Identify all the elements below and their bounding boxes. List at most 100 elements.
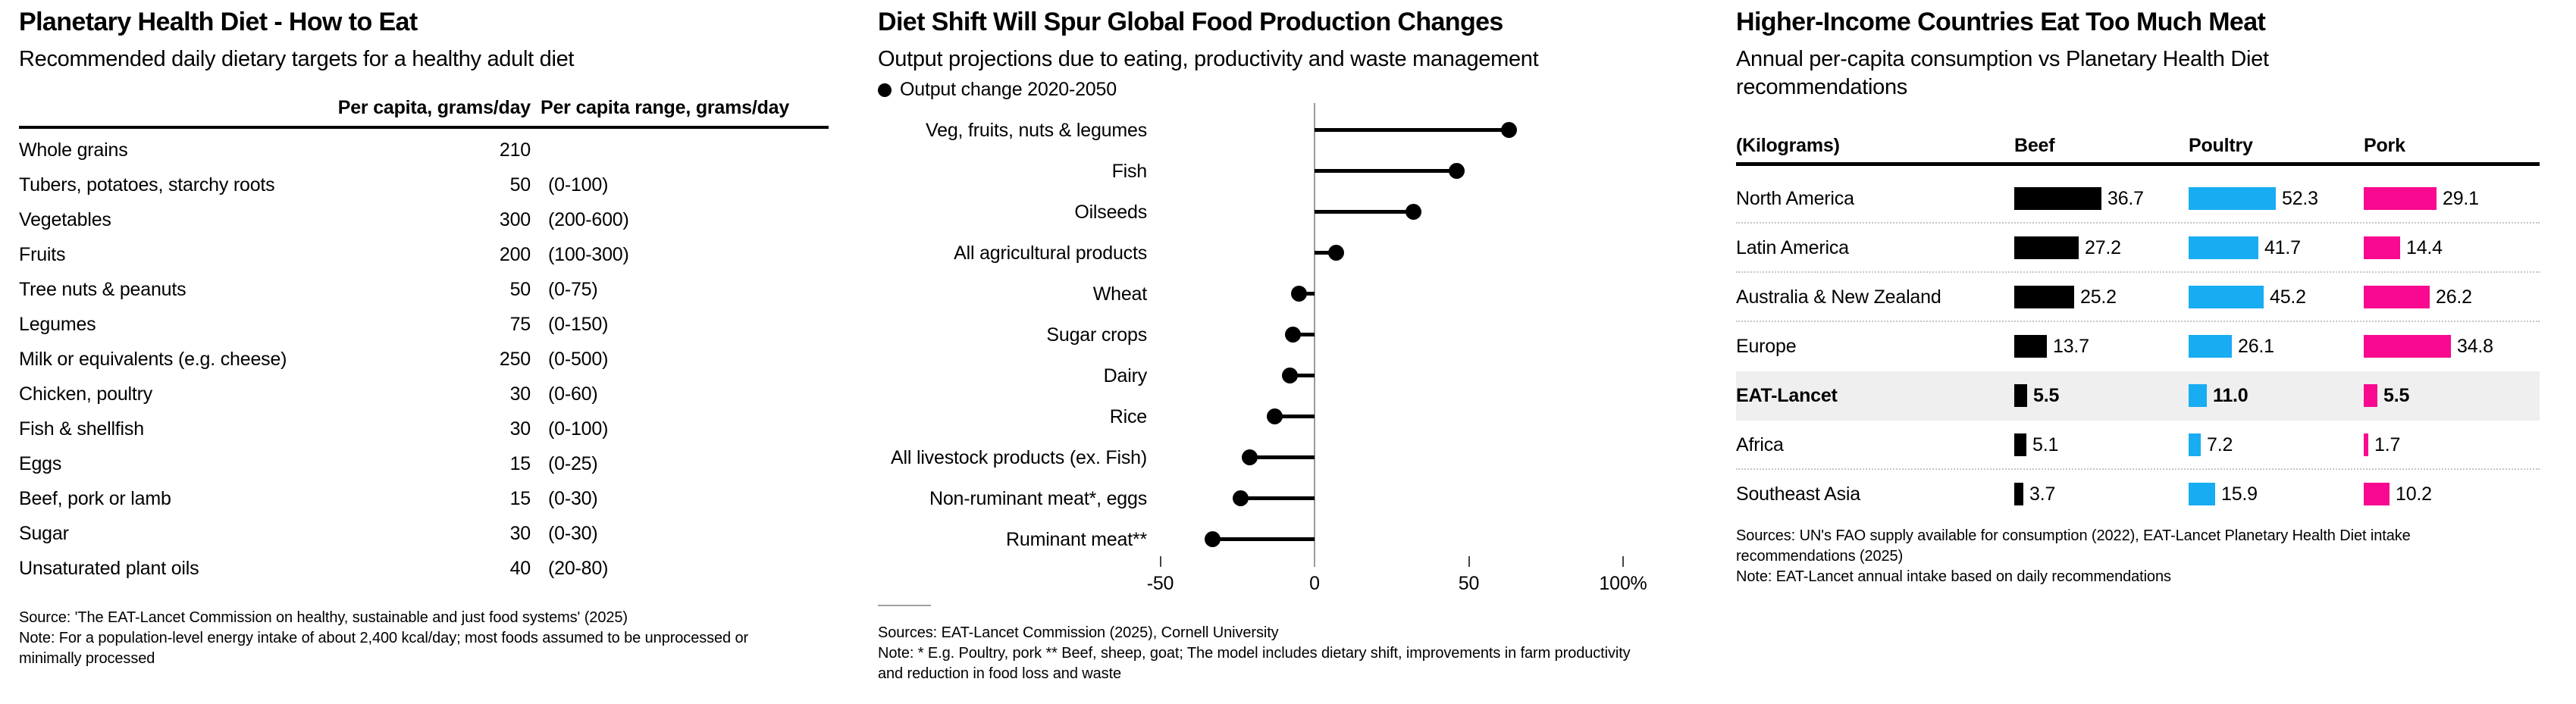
panel-diet-table: Planetary Health Diet - How to Eat Recom… xyxy=(19,0,829,704)
lollipop-dot xyxy=(1281,368,1298,383)
category-label: Sugar crops xyxy=(1046,324,1147,346)
lollipop-dot xyxy=(1232,490,1249,506)
row-value: 200 xyxy=(499,244,531,265)
chart-footer: Sources: UN's FAO supply available for c… xyxy=(1736,526,2464,587)
lollipop-stem xyxy=(1315,251,1337,255)
x-tick-label: 50 xyxy=(1458,573,1480,594)
row-range: (0-30) xyxy=(548,523,598,544)
x-tick-label: 100% xyxy=(1599,573,1647,594)
row-range: (0-500) xyxy=(548,349,609,370)
lollipop-row: Wheat xyxy=(878,274,1670,314)
row-label: Milk or equivalents (e.g. cheese) xyxy=(19,349,287,370)
bar-poultry xyxy=(2189,483,2215,505)
table-row: Europe 13.7 26.1 34.8 xyxy=(1736,322,2540,371)
row-label: Legumes xyxy=(19,314,96,335)
bar-value: 7.2 xyxy=(2207,434,2233,455)
lollipop-stem xyxy=(1249,455,1315,459)
lollipop-stem xyxy=(1315,210,1414,214)
row-label: Tree nuts & peanuts xyxy=(19,279,186,300)
row-label: Tubers, potatoes, starchy roots xyxy=(19,174,275,196)
bar-value: 11.0 xyxy=(2213,385,2249,406)
x-tick-mark xyxy=(1622,556,1624,567)
table-row: Chicken, poultry 30 (0-60) xyxy=(19,377,829,411)
row-label: Latin America xyxy=(1736,237,1849,258)
lollipop-stem xyxy=(1240,496,1315,500)
table-row: Tubers, potatoes, starchy roots 50 (0-100) xyxy=(19,167,829,202)
bar-value: 14.4 xyxy=(2406,237,2443,258)
table-row: EAT-Lancet 5.5 11.0 5.5 xyxy=(1736,371,2540,421)
table-row: Southeast Asia 3.7 15.9 10.2 xyxy=(1736,470,2540,519)
bar-poultry xyxy=(2189,187,2276,210)
row-range: (200-600) xyxy=(548,209,629,230)
bar-value: 13.7 xyxy=(2053,336,2089,357)
column-header-poultry: Poultry xyxy=(2189,135,2253,156)
note-text: Note: EAT-Lancet annual intake based on … xyxy=(1736,568,2171,585)
page-title: Higher-Income Countries Eat Too Much Mea… xyxy=(1736,8,2266,36)
meat-table-rows: North America 36.7 52.3 29.1 Latin America 27… xyxy=(1736,174,2540,519)
bar-pork xyxy=(2364,187,2437,210)
panel-production-chart: Diet Shift Will Spur Global Food Product… xyxy=(878,0,1670,704)
lollipop-stem xyxy=(1274,415,1315,418)
row-value: 300 xyxy=(499,209,531,230)
bar-value: 52.3 xyxy=(2282,188,2318,209)
row-value: 15 xyxy=(509,488,531,509)
row-range: (0-150) xyxy=(548,314,609,335)
bar-value: 26.1 xyxy=(2238,336,2274,357)
row-label: Fruits xyxy=(19,244,66,265)
lollipop-dot xyxy=(1242,449,1258,465)
column-header-beef: Beef xyxy=(2014,135,2055,156)
row-value: 210 xyxy=(499,139,531,161)
chart-subtitle: Output projections due to eating, produc… xyxy=(878,47,1539,71)
chart-footer: Source: 'The EAT-Lancet Commission on he… xyxy=(19,608,777,669)
row-value: 250 xyxy=(499,349,531,370)
footer-divider xyxy=(878,605,931,606)
bar-beef xyxy=(2014,384,2027,407)
x-tick-label: 0 xyxy=(1309,573,1320,594)
legend-label: Output change 2020-2050 xyxy=(900,79,1117,100)
source-text: Sources: UN's FAO supply available for c… xyxy=(1736,527,2411,565)
category-label: All livestock products (ex. Fish) xyxy=(891,447,1147,468)
category-label: Ruminant meat** xyxy=(1006,529,1147,550)
bar-poultry xyxy=(2189,286,2264,308)
category-label: Rice xyxy=(1109,406,1147,427)
bar-value: 5.5 xyxy=(2383,385,2410,406)
bar-pork xyxy=(2364,483,2390,505)
row-value: 50 xyxy=(509,174,531,196)
table-row: Vegetables 300 (200-600) xyxy=(19,202,829,237)
row-value: 40 xyxy=(509,558,531,579)
lollipop-row: Rice xyxy=(878,396,1670,437)
row-label: Southeast Asia xyxy=(1736,483,1860,505)
column-header-pork: Pork xyxy=(2364,135,2405,156)
category-label: All agricultural products xyxy=(954,242,1147,264)
lollipop-dot xyxy=(1448,163,1465,179)
table-row: Legumes 75 (0-150) xyxy=(19,307,829,342)
table-row: Whole grains 210 xyxy=(19,133,829,167)
lollipop-dot xyxy=(1327,245,1344,261)
row-range: (100-300) xyxy=(548,244,629,265)
lollipop-row: Dairy xyxy=(878,355,1670,396)
table-row: Fruits 200 (100-300) xyxy=(19,237,829,272)
bar-poultry xyxy=(2189,384,2207,407)
bar-beef xyxy=(2014,236,2079,259)
unit-header: (Kilograms) xyxy=(1736,135,1840,156)
bar-beef xyxy=(2014,433,2026,456)
bar-value: 10.2 xyxy=(2396,483,2432,505)
source-text: Source: 'The EAT-Lancet Commission on he… xyxy=(19,609,628,626)
row-label: Sugar xyxy=(19,523,69,544)
table-row: Fish & shellfish 30 (0-100) xyxy=(19,411,829,446)
row-value: 15 xyxy=(509,453,531,474)
row-label: Unsaturated plant oils xyxy=(19,558,199,579)
category-label: Veg, fruits, nuts & legumes xyxy=(926,120,1147,141)
bar-pork xyxy=(2364,236,2400,259)
row-label: Europe xyxy=(1736,336,1797,357)
row-label: Eggs xyxy=(19,453,62,474)
table-row: Sugar 30 (0-30) xyxy=(19,516,829,551)
row-label: Australia & New Zealand xyxy=(1736,286,1941,308)
row-label: North America xyxy=(1736,188,1854,209)
lollipop-dot xyxy=(1291,286,1308,302)
bar-pork xyxy=(2364,335,2451,358)
bar-beef xyxy=(2014,187,2101,210)
note-text: Note: * E.g. Poultry, pork ** Beef, shee… xyxy=(878,645,1631,682)
row-value: 75 xyxy=(509,314,531,335)
